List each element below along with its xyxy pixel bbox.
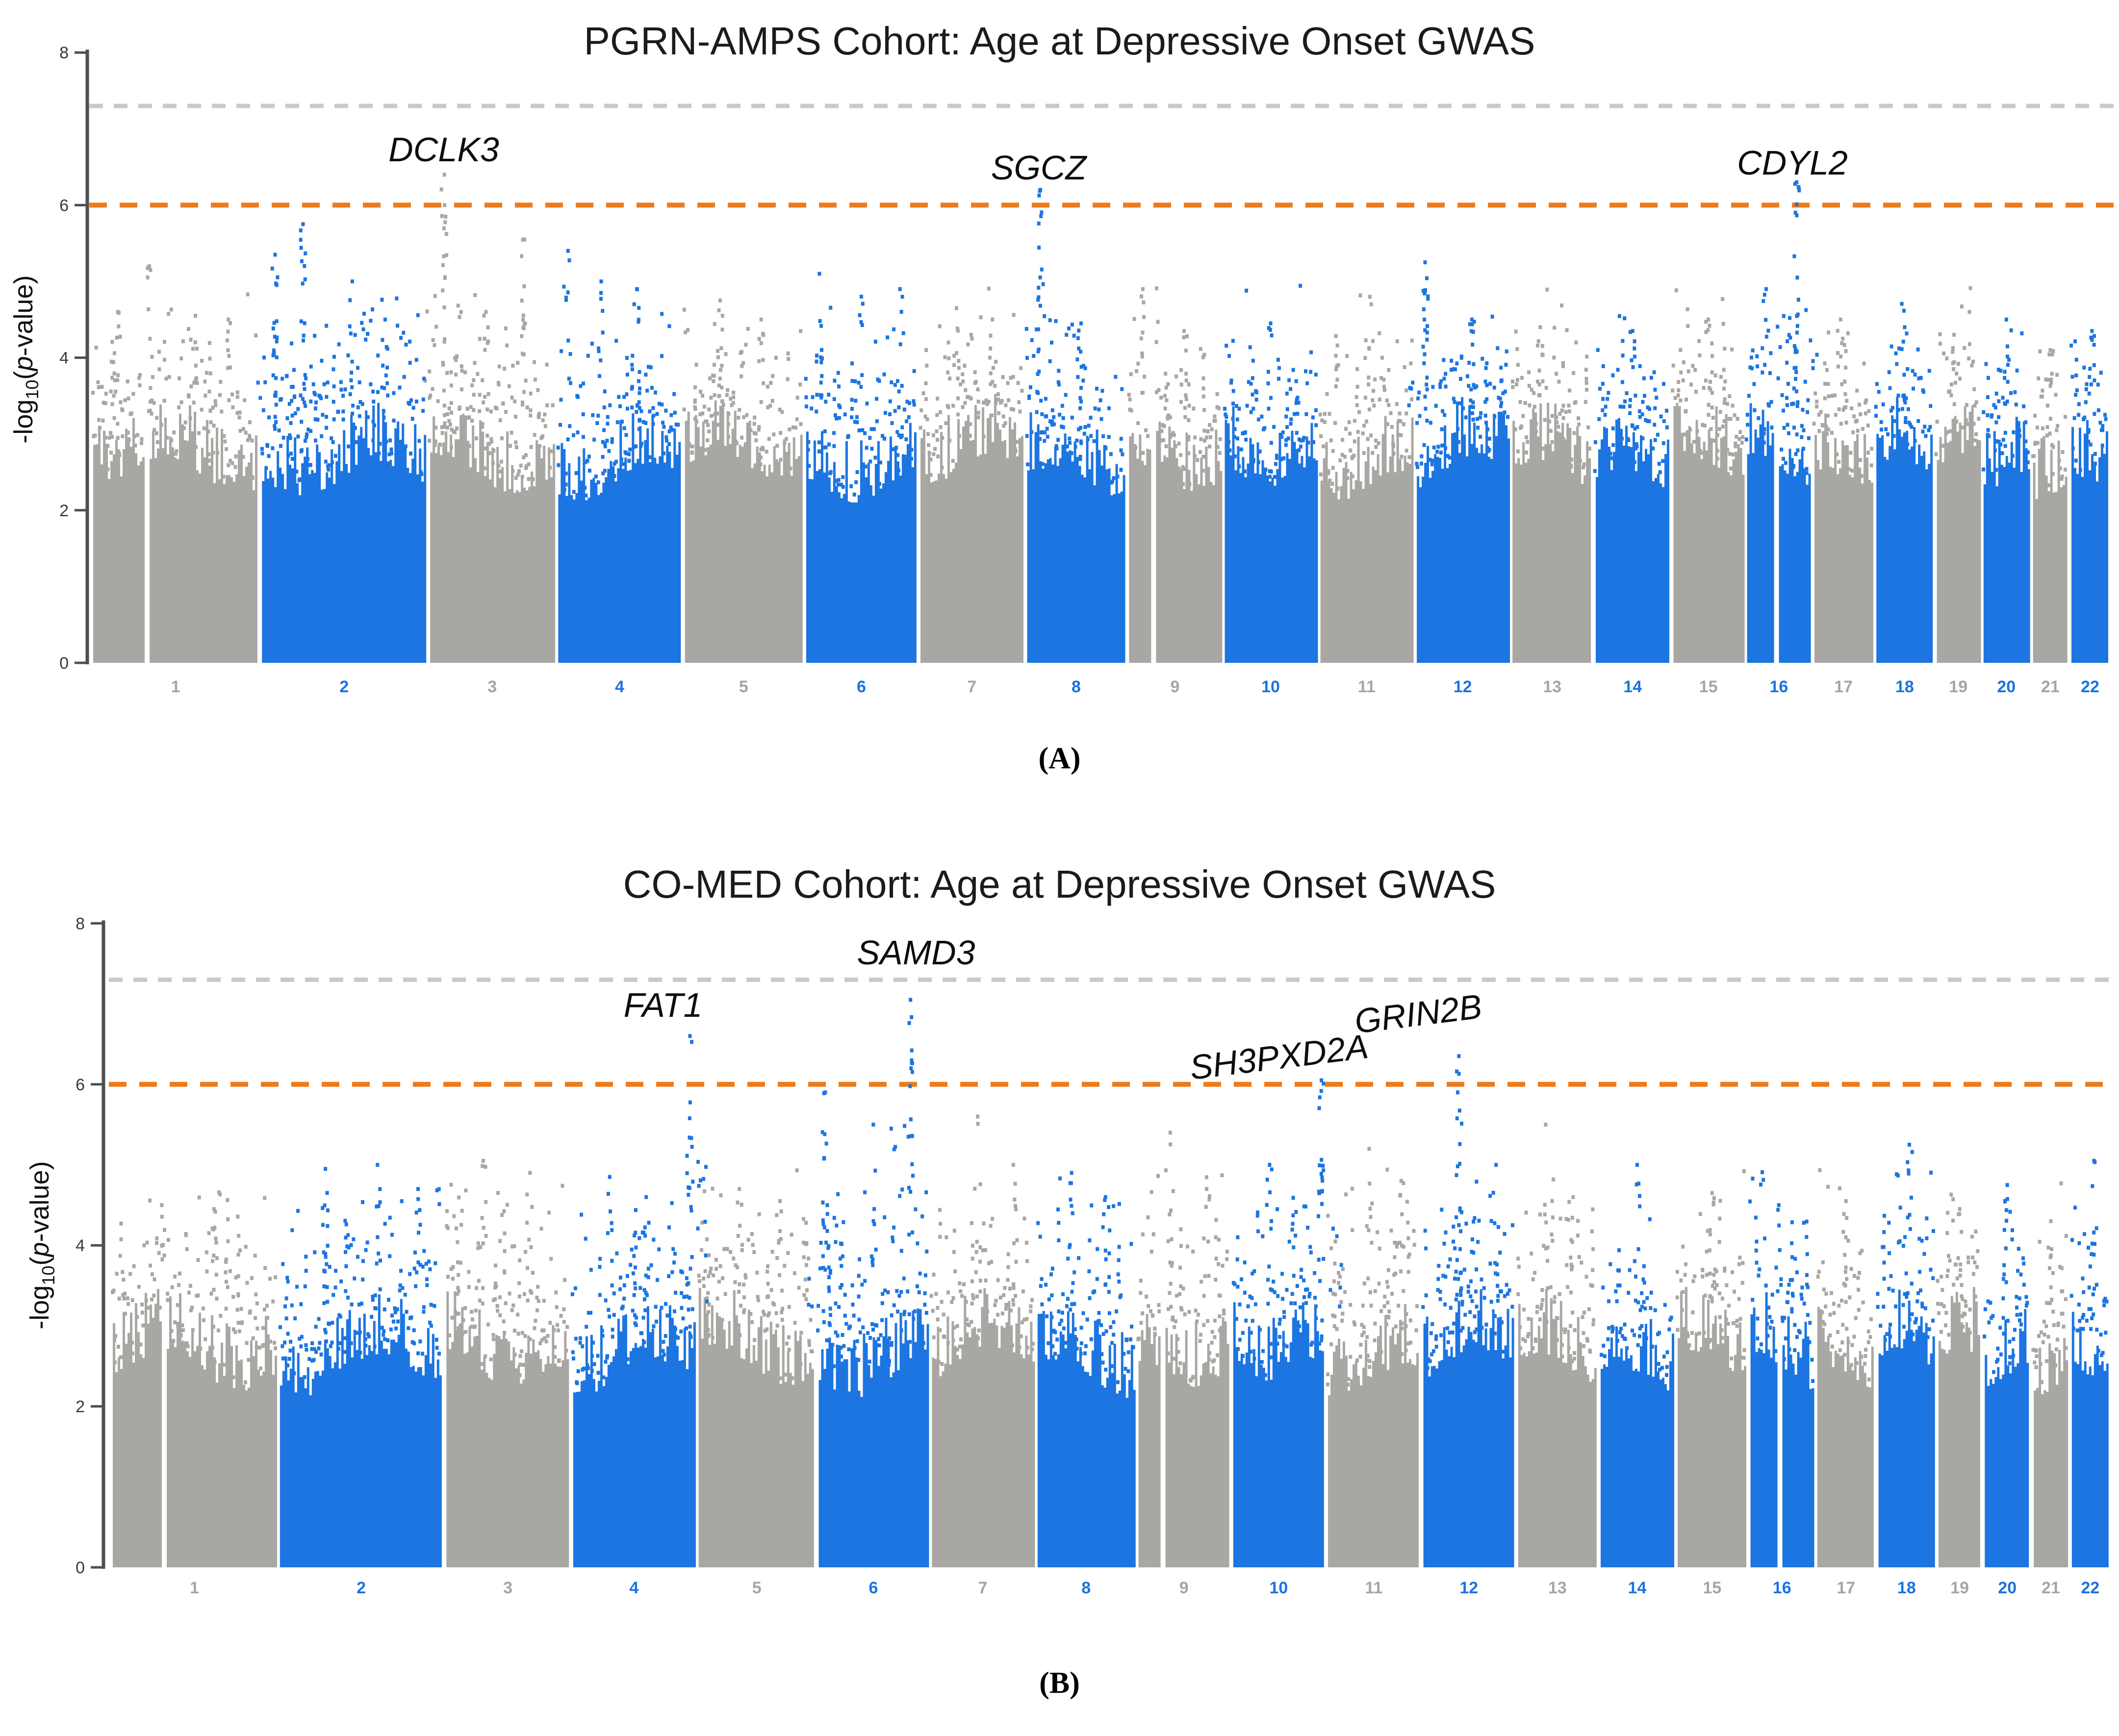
chromosome-label-9: 9: [1179, 1579, 1189, 1597]
panel-b-label: (B): [1039, 1666, 1080, 1700]
chromosome-label-18: 18: [1897, 1579, 1916, 1597]
chromosome-label-1: 1: [171, 678, 180, 696]
gene-annotation-FAT1: FAT1: [623, 986, 703, 1024]
gene-annotation-SAMD3: SAMD3: [857, 933, 975, 972]
chromosome-label-12: 12: [1454, 678, 1472, 696]
chromosome-label-13: 13: [1548, 1579, 1567, 1597]
chromosome-label-1: 1: [190, 1579, 199, 1597]
chromosome-label-17: 17: [1834, 678, 1853, 696]
points-even-chromosomes: [279, 998, 2109, 1567]
panel-a-label: (A): [1038, 742, 1081, 775]
panel-a-title: PGRN-AMPS Cohort: Age at Depressive Onse…: [584, 19, 1535, 63]
chromosome-label-3: 3: [487, 678, 497, 696]
y-axis-label-paren: (: [9, 371, 39, 380]
chromosome-label-22: 22: [2081, 678, 2099, 696]
gene-annotation-CDYL2: CDYL2: [1737, 144, 1848, 182]
chromosome-label-16: 16: [1773, 1579, 1791, 1597]
chromosome-label-4: 4: [615, 678, 624, 696]
gene-annotation-SGCZ: SGCZ: [991, 149, 1087, 187]
y-axis-label-panel-a: -log10(p-value): [8, 275, 43, 443]
chromosome-label-21: 21: [2041, 678, 2060, 696]
chromosome-label-14: 14: [1623, 678, 1642, 696]
points-odd-chromosomes: [91, 173, 2068, 663]
chromosome-label-14: 14: [1628, 1579, 1647, 1597]
chromosome-label-4: 4: [629, 1579, 638, 1597]
chromosome-label-10: 10: [1269, 1579, 1288, 1597]
chromosome-label-19: 19: [1949, 678, 1967, 696]
y-axis-label-text: -log: [9, 399, 39, 444]
chromosome-label-7: 7: [967, 678, 976, 696]
chromosome-label-20: 20: [1997, 678, 2016, 696]
points-even-chromosomes: [256, 180, 2108, 663]
chromosome-label-9: 9: [1170, 678, 1179, 696]
chromosome-label-20: 20: [1998, 1579, 2017, 1597]
chromosome-label-8: 8: [1072, 678, 1081, 696]
y-tick-label: 8: [59, 44, 69, 62]
chromosome-label-18: 18: [1895, 678, 1914, 696]
chromosome-label-3: 3: [503, 1579, 512, 1597]
y-tick-label: 0: [76, 1559, 85, 1577]
chromosome-label-6: 6: [857, 678, 866, 696]
chromosome-label-15: 15: [1703, 1579, 1721, 1597]
chromosome-label-10: 10: [1261, 678, 1280, 696]
chromosome-label-2: 2: [357, 1579, 366, 1597]
chromosome-label-21: 21: [2042, 1579, 2060, 1597]
chromosome-label-16: 16: [1769, 678, 1788, 696]
y-axis-label-p: p: [9, 356, 39, 371]
chromosome-label-6: 6: [868, 1579, 878, 1597]
y-axis-label-sub: 10: [22, 379, 42, 400]
chromosome-label-8: 8: [1081, 1579, 1091, 1597]
chromosome-label-13: 13: [1543, 678, 1561, 696]
y-tick-label: 6: [59, 196, 69, 215]
chromosome-label-22: 22: [2081, 1579, 2099, 1597]
chromosome-label-19: 19: [1950, 1579, 1969, 1597]
chromosome-label-5: 5: [752, 1579, 762, 1597]
y-tick-label: 2: [76, 1398, 85, 1416]
y-tick-label: 4: [76, 1236, 85, 1255]
chromosome-label-11: 11: [1365, 1579, 1382, 1597]
chromosome-label-5: 5: [739, 678, 748, 696]
chromosome-label-17: 17: [1837, 1579, 1855, 1597]
y-tick-label: 0: [59, 654, 69, 673]
chromosome-label-2: 2: [339, 678, 349, 696]
y-tick-label: 4: [59, 349, 69, 368]
y-axis-label-panel-b: -log10(p-value): [25, 1161, 58, 1330]
points-odd-chromosomes: [111, 1114, 2068, 1567]
chromosome-label-7: 7: [978, 1579, 988, 1597]
chromosome-label-11: 11: [1358, 678, 1376, 696]
panel-b-title: CO-MED Cohort: Age at Depressive Onset G…: [623, 862, 1496, 906]
y-tick-label: 8: [76, 914, 85, 933]
y-tick-label: 2: [59, 502, 69, 520]
y-tick-label: 6: [76, 1076, 85, 1094]
y-axis-label-rest: -value): [9, 275, 39, 356]
chromosome-label-12: 12: [1459, 1579, 1478, 1597]
chromosome-label-15: 15: [1699, 678, 1718, 696]
gene-annotation-DCLK3: DCLK3: [388, 130, 499, 169]
